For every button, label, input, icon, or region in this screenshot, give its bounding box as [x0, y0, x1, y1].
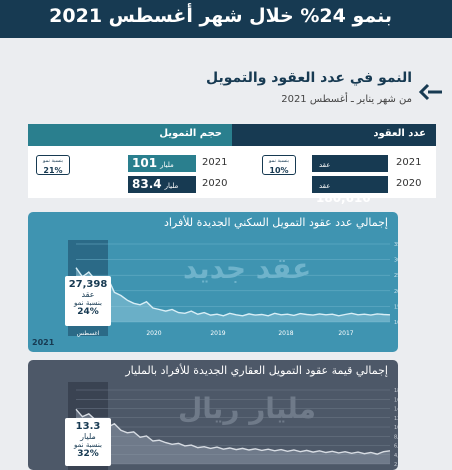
section-title: النمو في عدد العقود والتمويل	[206, 70, 412, 86]
financing-card: حجم التمويل بنسبة نمو 21% 101 مليار 2021 …	[28, 124, 232, 198]
x-tick-label: اغسطس	[77, 330, 100, 337]
y-tick-label: 35,000	[394, 242, 398, 248]
financing-growth-badge: بنسبة نمو 21%	[36, 155, 70, 175]
x-tick-label: 2018	[278, 330, 293, 337]
financing-card-title: حجم التمويل	[28, 124, 232, 146]
contracts-card-title: عدد العقود	[232, 124, 436, 146]
contracts-2021-value: عقد199,155	[312, 155, 388, 184]
financing-2020-value: 83.4 مليار	[128, 176, 196, 193]
contracts-2020-value: عقد180,616	[312, 176, 388, 205]
financing-2020-year: 2020	[202, 178, 228, 189]
contracts-badge-value: 10%	[269, 166, 289, 175]
header-title: بنمو 24% خلال شهر أغسطس 2021	[49, 5, 392, 27]
financing-badge-label: بنسبة نمو	[42, 158, 63, 164]
financing-badge-value: 21%	[43, 166, 63, 175]
value-callout-unit: مليار	[80, 432, 96, 441]
header-bar: بنمو 24% خلال شهر أغسطس 2021	[0, 0, 452, 38]
y-tick-label: 20,000	[394, 289, 398, 295]
financing-2021-number: 101	[132, 156, 158, 170]
contracts-2020-year: 2020	[396, 178, 422, 189]
y-tick-label: 4,000	[394, 453, 398, 459]
section-subtitle: من شهر يناير ـ أغسطس 2021	[281, 94, 412, 105]
contracts-callout-unit: عقد	[81, 290, 95, 299]
y-tick-label: 15,000	[394, 304, 398, 310]
contracts-2021-year: 2021	[396, 157, 422, 168]
contracts-2020-number: 180,616	[316, 191, 371, 205]
value-chart: 18,000 16,000 14,000 12,000 10,000 8,000 6,000…	[75, 388, 398, 468]
contracts-callout-value: 27,398	[68, 279, 108, 290]
financing-2021-value: 101 مليار	[128, 155, 196, 172]
y-tick-label: 18,000	[394, 388, 398, 394]
value-chart-title: إجمالي قيمة عقود التمويل العقاري الجديدة…	[125, 364, 388, 377]
series-line	[75, 267, 391, 317]
y-tick-label: 2,000	[394, 462, 398, 468]
financing-2021-unit: مليار	[160, 161, 174, 169]
series-line	[75, 408, 391, 455]
x-tick-label: 2019	[210, 330, 225, 337]
contracts-callout-label: بنسبة نمو	[73, 299, 102, 307]
financing-2021-year: 2021	[202, 157, 228, 168]
contracts-card: عدد العقود بنسبة نمو 10% عقد199,155 2021…	[232, 124, 436, 205]
value-callout-growth: 32%	[77, 449, 99, 459]
financing-2020-unit: مليار	[164, 182, 179, 190]
y-tick-label: 25,000	[394, 273, 398, 279]
value-callout: 13.3 مليار بنسبة نمو 32%	[65, 418, 111, 466]
y-tick-label: 8,000	[394, 434, 398, 440]
financing-2020-number: 83.4	[132, 177, 162, 191]
value-callout-label: بنسبة نمو	[73, 441, 102, 449]
y-tick-label: 14,000	[394, 407, 398, 413]
x-tick-label: 2017	[338, 330, 353, 337]
y-tick-label: 10,000	[394, 425, 398, 431]
contracts-2020-unit: عقد	[319, 182, 331, 190]
contracts-growth-badge: بنسبة نمو 10%	[262, 155, 296, 175]
chevron-left-icon	[418, 83, 442, 101]
y-tick-label: 10,000	[394, 320, 398, 326]
contracts-2021-unit: عقد	[319, 161, 331, 169]
x-tick-label: 2020	[146, 330, 161, 337]
contracts-chart: 35,000 30,000 25,000 20,000 15,000 10,000 اغسط…	[75, 242, 398, 337]
series-area	[76, 409, 390, 464]
contracts-callout: 27,398 عقد بنسبة نمو 24%	[65, 276, 111, 326]
contracts-callout-growth: 24%	[77, 307, 99, 317]
contracts-chart-year: 2021	[32, 338, 55, 347]
value-chart-panel: مليار ريال 18,00016,00014,00012,00010,00…	[28, 360, 398, 470]
contracts-chart-panel: عقد جديد 35,000 30,000 25,000 20,000 15,000 1…	[28, 212, 398, 352]
value-callout-value: 13.3	[75, 421, 101, 432]
y-tick-label: 16,000	[394, 397, 398, 403]
contracts-chart-title: إجمالي عدد عقود التمويل السكني الجديدة ل…	[163, 216, 388, 229]
y-tick-label: 12,000	[394, 416, 398, 422]
contracts-badge-label: بنسبة نمو	[268, 158, 289, 164]
y-tick-label: 30,000	[394, 258, 398, 264]
y-tick-label: 6,000	[394, 444, 398, 450]
contracts-chart-watermark: عقد جديد	[183, 252, 312, 285]
